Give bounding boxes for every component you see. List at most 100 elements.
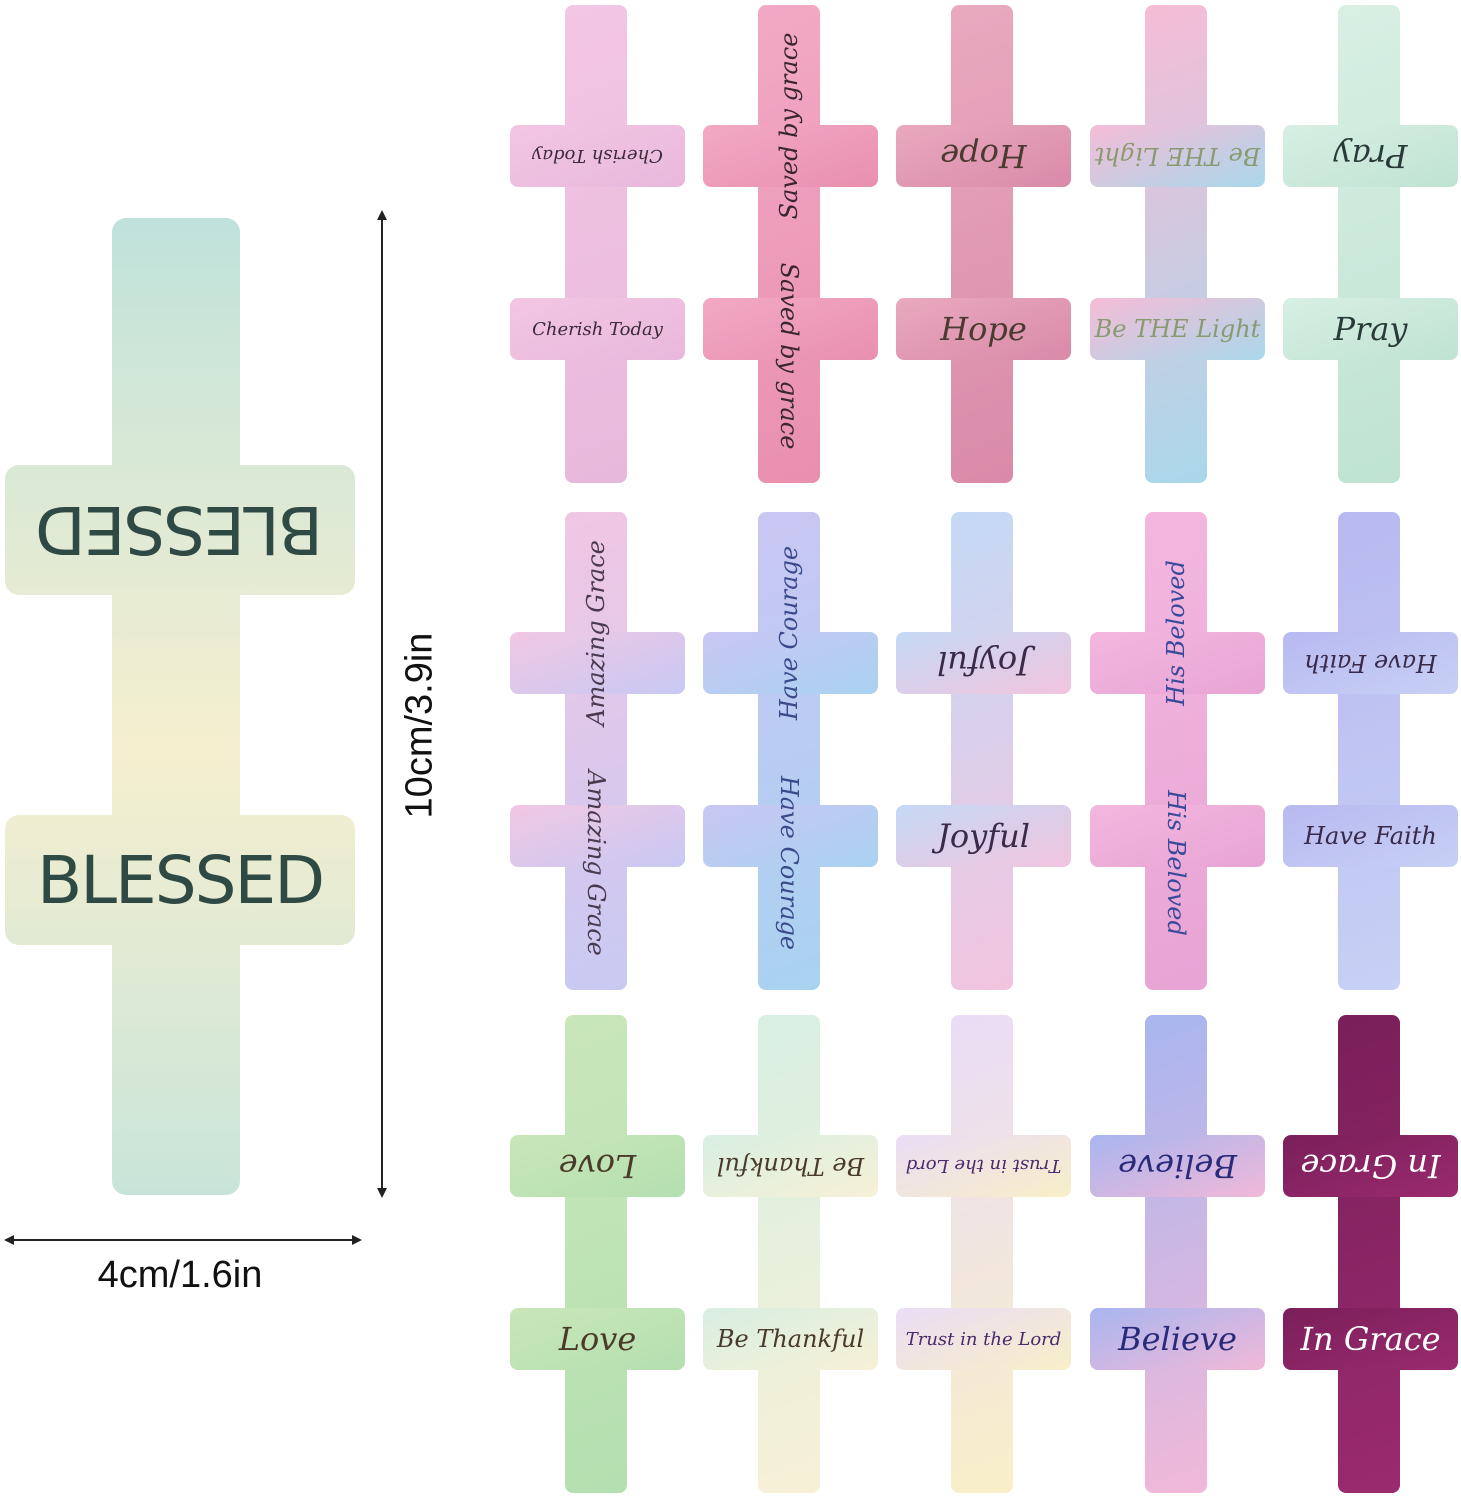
cross-upper-crossbar xyxy=(703,1135,878,1197)
cross-vertical-bar xyxy=(758,5,820,483)
cross-label: Trust in the Lord xyxy=(905,1328,1062,1350)
cross-vertical-bar xyxy=(951,512,1013,990)
cross-lower-crossbar xyxy=(1283,1308,1458,1370)
cross-bookmark: Love Love xyxy=(510,1015,685,1493)
cross-bookmark: Saved by grace Saved by grace xyxy=(703,5,878,483)
cross-label-inverted: Love xyxy=(558,1147,637,1185)
arrow-up-icon xyxy=(377,210,387,220)
cross-upper-crossbar xyxy=(703,632,878,694)
cross-upper-crossbar xyxy=(1283,125,1458,187)
cross-bookmark: Believe Believe xyxy=(1090,1015,1265,1493)
cross-label: Saved by grace xyxy=(775,262,803,450)
large-cross-label: BLESSED xyxy=(36,841,325,919)
cross-upper-crossbar xyxy=(703,125,878,187)
cross-bookmark: Trust in the Lord Trust in the Lord xyxy=(896,1015,1071,1493)
cross-label: Cherish Today xyxy=(532,318,663,340)
cross-label-inverted: Believe xyxy=(1118,1147,1237,1185)
cross-label: Believe xyxy=(1118,1320,1237,1358)
cross-bookmark: Cherish Today Cherish Today xyxy=(510,5,685,483)
width-dimension-line xyxy=(10,1239,356,1241)
cross-vertical-bar xyxy=(1338,5,1400,483)
cross-bookmark: In Grace In Grace xyxy=(1283,1015,1458,1493)
cross-label-inverted: Be THE Light xyxy=(1094,142,1261,170)
cross-bookmark: Have Courage Have Courage xyxy=(703,512,878,990)
cross-label: Joyful xyxy=(937,817,1030,855)
cross-lower-crossbar xyxy=(703,298,878,360)
cross-label-inverted: Hope xyxy=(940,137,1027,175)
height-dimension-line xyxy=(381,216,383,1193)
cross-lower-crossbar xyxy=(896,1308,1071,1370)
cross-label: In Grace xyxy=(1300,1320,1441,1358)
cross-vertical-bar xyxy=(1338,1015,1400,1493)
cross-bookmark: Amazing Grace Amazing Grace xyxy=(510,512,685,990)
cross-vertical-bar xyxy=(758,512,820,990)
cross-lower-crossbar xyxy=(703,1308,878,1370)
cross-lower-crossbar xyxy=(510,805,685,867)
cross-upper-crossbar xyxy=(896,125,1071,187)
cross-vertical-bar xyxy=(1145,512,1207,990)
large-sample-cross: BLESSED BLESSED xyxy=(0,0,360,1200)
cross-label: Have Faith xyxy=(1304,822,1437,850)
arrow-left-icon xyxy=(4,1235,14,1245)
height-label: 10cm/3.9in xyxy=(398,632,441,819)
cross-label: Have Courage xyxy=(775,775,803,951)
cross-vertical-bar xyxy=(1145,1015,1207,1493)
large-cross-label-inverted: BLESSED xyxy=(36,491,324,569)
cross-bookmark: Pray Pray xyxy=(1283,5,1458,483)
cross-bookmark: Have Faith Have Faith xyxy=(1283,512,1458,990)
cross-label-inverted: In Grace xyxy=(1300,1147,1441,1185)
cross-lower-crossbar xyxy=(1283,298,1458,360)
cross-bookmark: Be THE Light Be THE Light xyxy=(1090,5,1265,483)
cross-lower-crossbar xyxy=(896,298,1071,360)
cross-bookmark: Hope Hope xyxy=(896,5,1071,483)
cross-vertical-bar xyxy=(565,512,627,990)
large-cross-upper-crossbar xyxy=(5,465,355,595)
cross-upper-crossbar xyxy=(510,125,685,187)
cross-label-inverted: Pray xyxy=(1333,137,1408,175)
cross-label: Love xyxy=(558,1320,637,1358)
cross-bookmark: His Beloved His Beloved xyxy=(1090,512,1265,990)
cross-vertical-bar xyxy=(951,1015,1013,1493)
cross-vertical-bar xyxy=(565,1015,627,1493)
cross-lower-crossbar xyxy=(1090,1308,1265,1370)
cross-label: Pray xyxy=(1333,310,1408,348)
cross-upper-crossbar xyxy=(1090,1135,1265,1197)
cross-lower-crossbar xyxy=(896,805,1071,867)
cross-vertical-bar xyxy=(1145,5,1207,483)
cross-upper-crossbar xyxy=(510,632,685,694)
cross-label: Amazing Grace xyxy=(582,770,610,956)
cross-vertical-bar xyxy=(951,5,1013,483)
arrow-right-icon xyxy=(352,1235,362,1245)
cross-lower-crossbar xyxy=(703,805,878,867)
cross-lower-crossbar xyxy=(1283,805,1458,867)
cross-label-inverted: Be Thankful xyxy=(716,1152,865,1180)
width-label: 4cm/1.6in xyxy=(97,1254,263,1296)
cross-upper-crossbar xyxy=(1283,632,1458,694)
cross-label: His Beloved xyxy=(1162,790,1190,936)
arrow-down-icon xyxy=(377,1188,387,1198)
large-cross-vertical-bar xyxy=(112,218,240,1195)
cross-lower-crossbar xyxy=(510,298,685,360)
cross-vertical-bar xyxy=(758,1015,820,1493)
cross-upper-crossbar xyxy=(896,1135,1071,1197)
cross-bookmark: Joyful Joyful xyxy=(896,512,1071,990)
cross-lower-crossbar xyxy=(1090,298,1265,360)
cross-upper-crossbar xyxy=(1283,1135,1458,1197)
cross-upper-crossbar xyxy=(1090,632,1265,694)
cross-label-inverted: Have Faith xyxy=(1304,649,1437,677)
cross-upper-crossbar xyxy=(896,632,1071,694)
cross-lower-crossbar xyxy=(1090,805,1265,867)
cross-bookmark: Be Thankful Be Thankful xyxy=(703,1015,878,1493)
cross-vertical-bar xyxy=(1338,512,1400,990)
cross-label: Hope xyxy=(940,310,1027,348)
cross-label: Be Thankful xyxy=(716,1325,865,1353)
cross-label: Be THE Light xyxy=(1094,315,1261,343)
cross-lower-crossbar xyxy=(510,1308,685,1370)
cross-label-inverted: Trust in the Lord xyxy=(905,1155,1062,1177)
cross-vertical-bar xyxy=(565,5,627,483)
cross-upper-crossbar xyxy=(1090,125,1265,187)
cross-label-inverted: Joyful xyxy=(937,644,1030,682)
cross-upper-crossbar xyxy=(510,1135,685,1197)
large-cross-lower-crossbar xyxy=(5,815,355,945)
cross-label-inverted: Cherish Today xyxy=(532,145,663,167)
